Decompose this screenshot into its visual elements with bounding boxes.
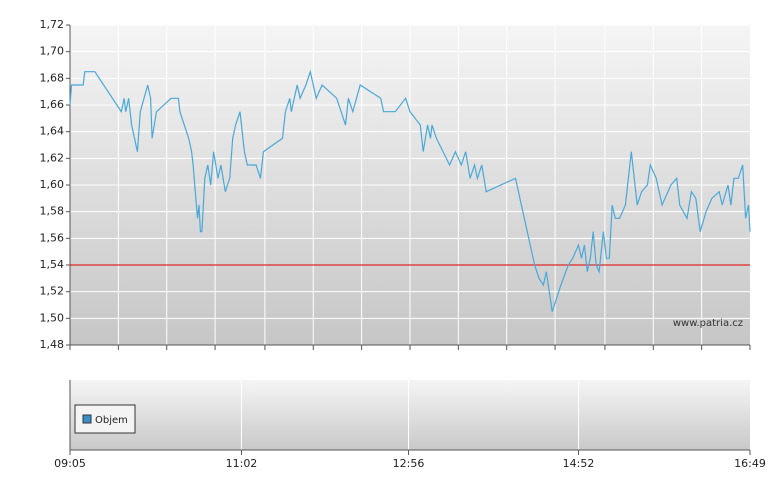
y-tick-label: 1,64 [40,125,65,138]
volume-panel [70,380,750,450]
y-tick-label: 1,56 [40,231,65,244]
y-tick-label: 1,60 [40,178,65,191]
x-tick-label: 16:49 [734,457,766,470]
y-tick-label: 1,70 [40,45,65,58]
y-tick-label: 1,72 [40,18,65,31]
y-tick-label: 1,58 [40,205,65,218]
y-tick-label: 1,52 [40,285,65,298]
watermark: www.patria.cz [673,318,743,329]
x-tick-label: 12:56 [393,457,425,470]
y-tick-label: 1,68 [40,71,65,84]
y-tick-label: 1,50 [40,311,65,324]
y-tick-label: 1,62 [40,151,65,164]
x-tick-label: 11:02 [226,457,258,470]
y-tick-label: 1,54 [40,258,65,271]
y-tick-label: 1,66 [40,98,65,111]
x-tick-label: 14:52 [563,457,595,470]
y-tick-label: 1,48 [40,338,65,351]
x-tick-label: 09:05 [54,457,86,470]
price-line [69,69,751,312]
legend-swatch [82,414,92,424]
legend-label: Objem [95,415,128,426]
